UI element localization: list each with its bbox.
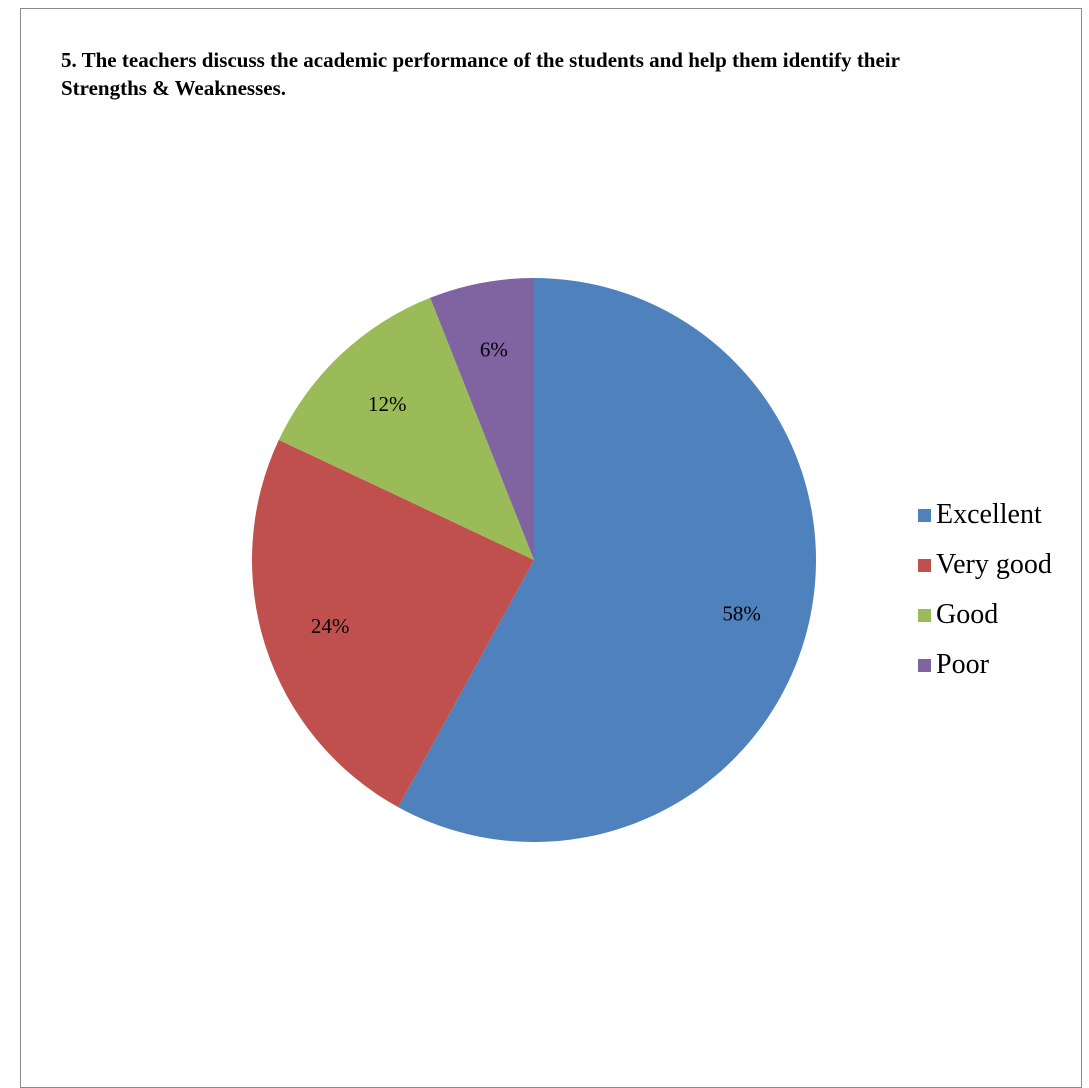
data-label-very-good: 24%	[311, 614, 350, 638]
pie-slice-poor	[430, 278, 534, 560]
data-label-good: 12%	[368, 392, 407, 416]
legend-item-very-good: Very good	[918, 540, 1052, 590]
legend-swatch-excellent	[918, 508, 931, 522]
legend-label-good: Good	[936, 599, 999, 630]
pie-slice-excellent	[398, 278, 817, 842]
legend-item-good: Good	[918, 590, 1052, 640]
data-label-poor: 6%	[480, 337, 508, 361]
chart-title: 5. The teachers discuss the academic per…	[61, 48, 900, 100]
data-label-excellent: 58%	[722, 601, 761, 625]
legend-item-excellent: Excellent	[918, 490, 1052, 540]
legend-swatch-very-good	[918, 558, 931, 572]
legend-label-very-good: Very good	[936, 549, 1052, 580]
legend-swatch-poor	[918, 658, 931, 672]
legend: Excellent Very good Good Poor	[918, 490, 1052, 690]
legend-label-poor: Poor	[936, 649, 989, 680]
legend-label-excellent: Excellent	[936, 499, 1042, 530]
pie-slice-good	[278, 297, 534, 560]
legend-item-poor: Poor	[918, 640, 1052, 690]
legend-swatch-good	[918, 608, 931, 622]
pie-slice-very-good	[252, 439, 534, 808]
